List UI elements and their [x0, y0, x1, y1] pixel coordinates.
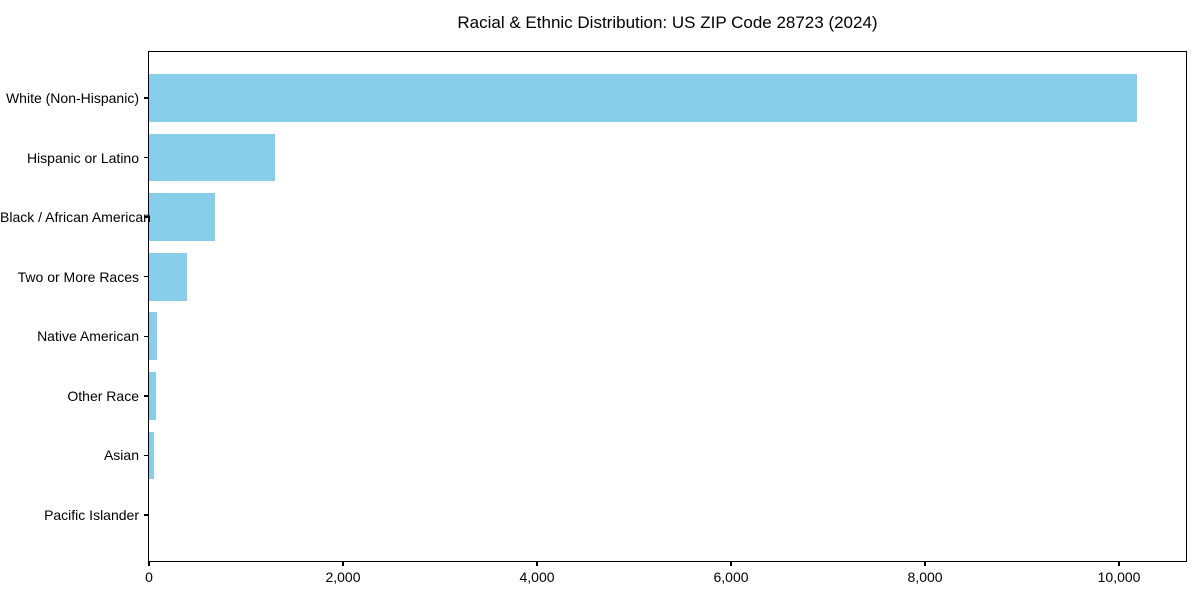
y-tick-label-pacific-islander: Pacific Islander — [44, 507, 139, 523]
y-tick-mark-native-american — [144, 335, 149, 338]
y-tick-mark-two-or-more-races — [144, 275, 149, 278]
y-tick-mark-other-race — [144, 395, 149, 397]
bar-hispanic-or-latino — [149, 133, 276, 182]
chart-title: Racial & Ethnic Distribution: US ZIP Cod… — [457, 13, 878, 32]
y-tick-label-two-or-more-races: Two or More Races — [17, 268, 139, 285]
bar-native-american — [149, 312, 158, 361]
x-tick-label-10000: 10,000 — [1097, 569, 1141, 585]
bar-white-non-hispanic — [149, 74, 1137, 122]
x-tick-mark-6000 — [730, 561, 732, 566]
x-tick-label-0: 0 — [145, 569, 153, 585]
y-tick-label-asian: Asian — [103, 447, 139, 464]
x-tick-mark-8000 — [924, 561, 926, 566]
bar-two-or-more-races — [149, 252, 187, 301]
bar-black-african-american — [149, 193, 215, 241]
y-tick-label-native-american: Native American — [37, 328, 139, 345]
bar-asian — [149, 431, 155, 480]
y-tick-mark-hispanic-or-latino — [144, 156, 149, 159]
y-tick-mark-white-non-hispanic — [144, 97, 149, 99]
y-tick-label-black-african-american: Black / African American — [0, 209, 151, 226]
x-tick-label-8000: 8,000 — [907, 569, 943, 585]
y-tick-mark-black-african-american — [144, 216, 149, 218]
y-tick-label-hispanic-or-latino: Hispanic or Latino — [26, 149, 139, 166]
y-tick-label-white-non-hispanic: White (Non-Hispanic) — [5, 90, 139, 106]
x-tick-label-2000: 2,000 — [325, 569, 361, 585]
x-tick-mark-0 — [148, 561, 150, 566]
x-tick-label-4000: 4,000 — [519, 569, 555, 585]
x-tick-mark-4000 — [536, 561, 538, 566]
x-tick-mark-2000 — [342, 561, 344, 566]
plot-area — [147, 50, 1187, 562]
x-tick-mark-10000 — [1118, 561, 1120, 566]
y-tick-label-other-race: Other Race — [67, 387, 139, 404]
y-tick-mark-asian — [144, 454, 149, 457]
bar-other-race — [149, 372, 156, 420]
y-tick-mark-pacific-islander — [144, 514, 149, 516]
x-tick-label-6000: 6,000 — [713, 569, 749, 585]
